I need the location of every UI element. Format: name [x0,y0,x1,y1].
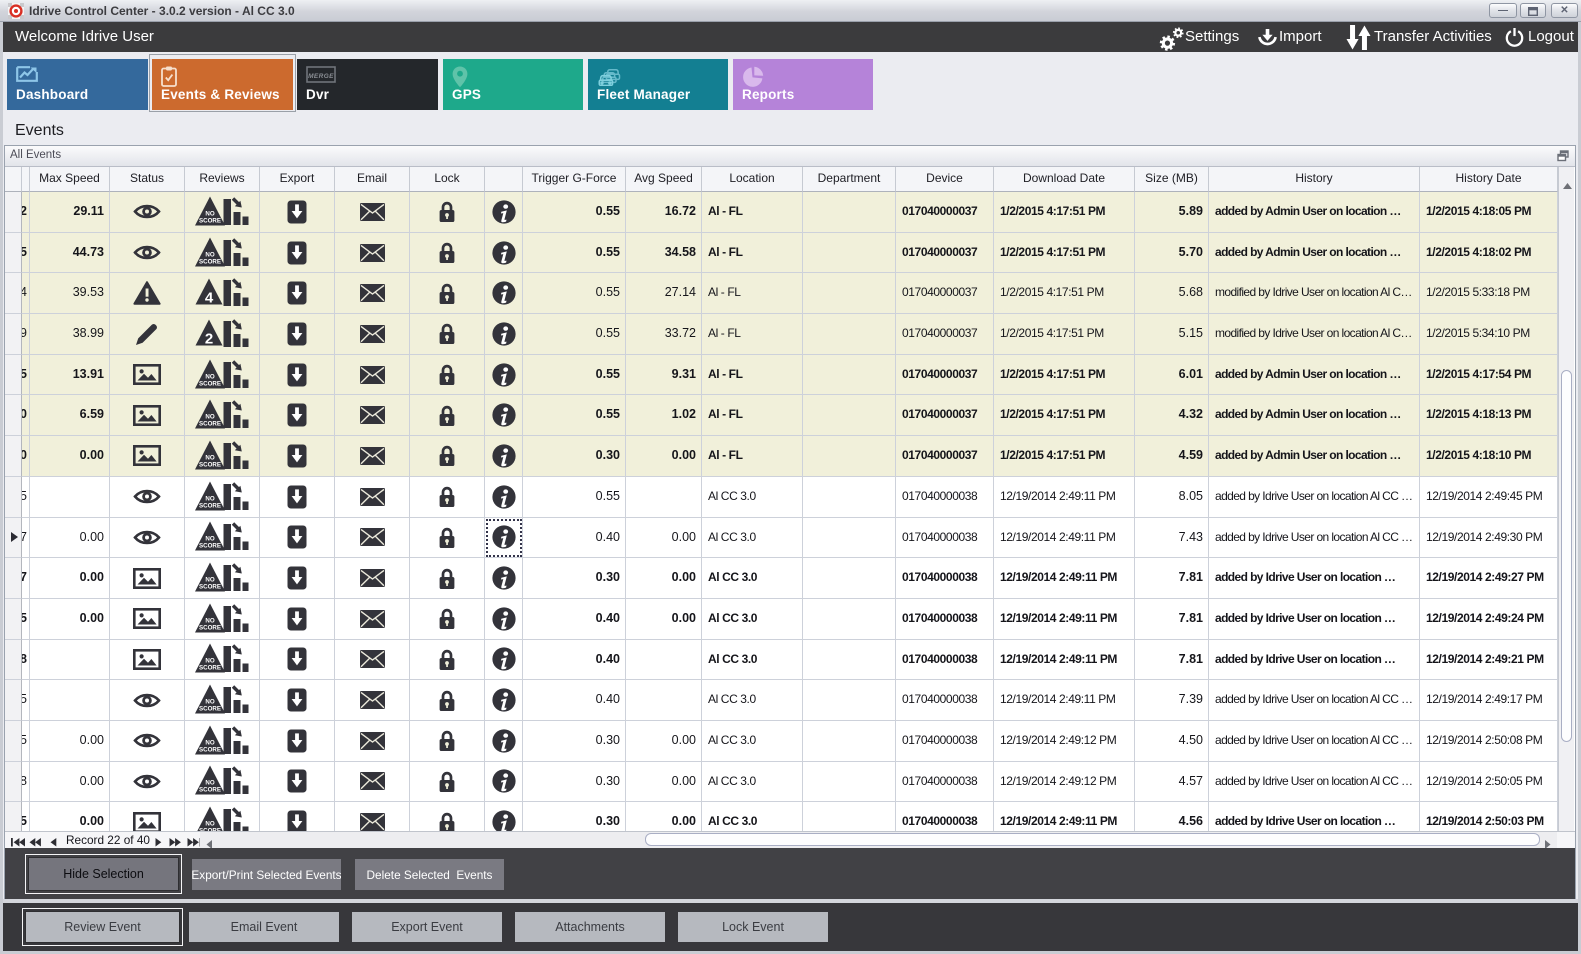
svg-text:MERGE: MERGE [308,73,334,80]
